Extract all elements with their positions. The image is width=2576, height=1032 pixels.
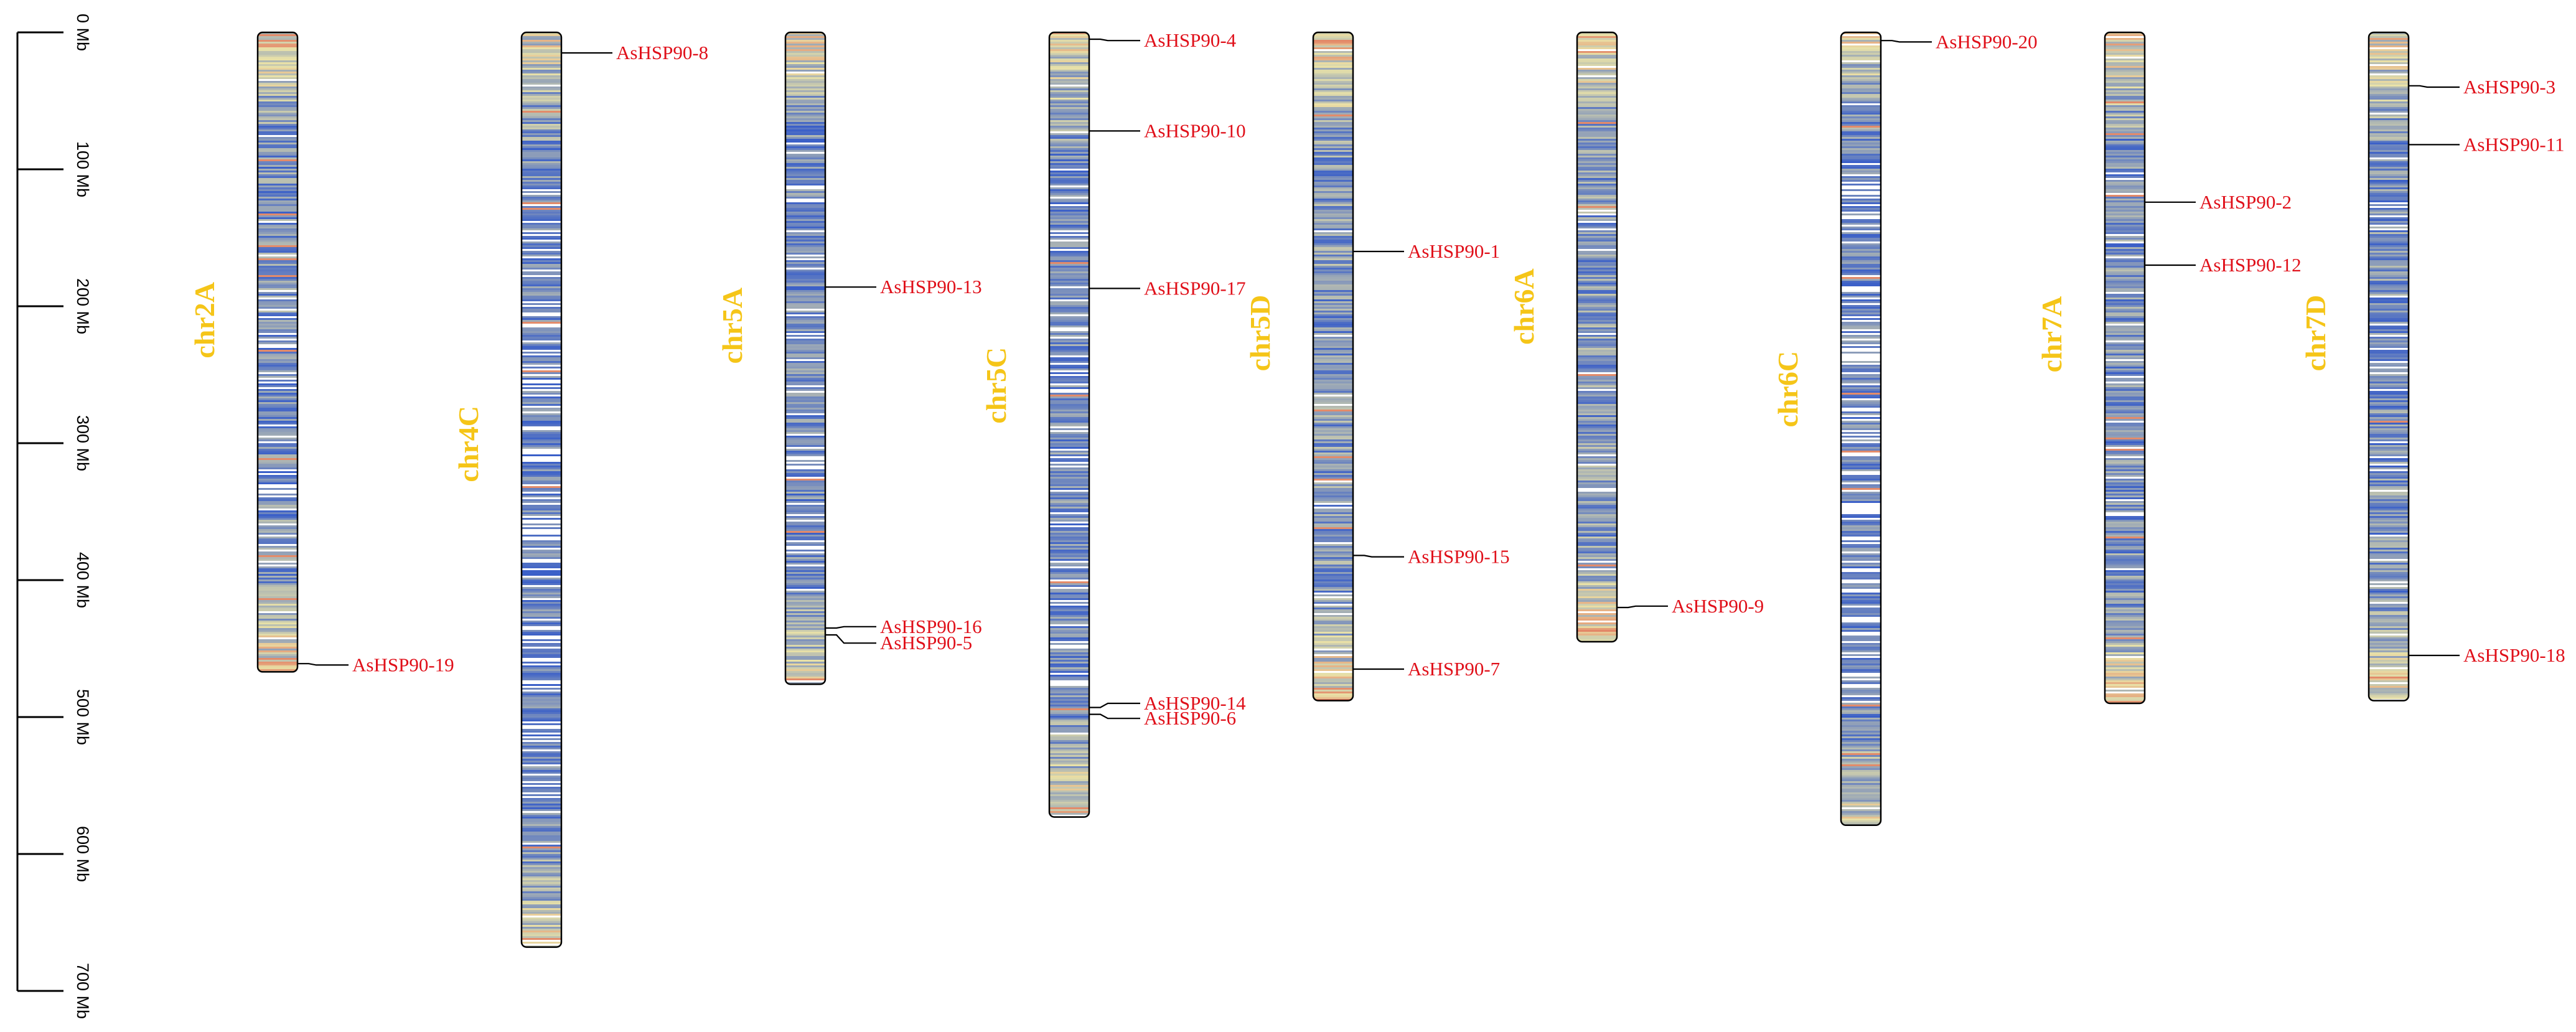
gene-label: AsHSP90-15: [1408, 546, 1510, 568]
scale-tick-label: 700 Mb: [73, 963, 92, 1019]
density-bands: [2105, 32, 2145, 703]
gene-leader-line: [1617, 605, 1668, 609]
chromosome-chr7D: chr7D AsHSP90-3 AsHSP90-11 AsHSP90-18: [2300, 31, 2565, 701]
gene-label: AsHSP90-11: [2463, 133, 2565, 155]
chromosome-outline: [784, 31, 827, 685]
scale-bar: 0 Mb 100 Mb 200 Mb 300 Mb 400 Mb 500 Mb 600 Mb…: [16, 14, 92, 1019]
gene-label: AsHSP90-9: [1672, 595, 1764, 617]
gene-label: AsHSP90-20: [1936, 30, 2038, 52]
scale-tick-label: 100 Mb: [73, 141, 92, 197]
gene-leader-line: [1881, 40, 1932, 43]
density-bands: [1841, 32, 1881, 825]
scale-tick-label: 400 Mb: [73, 552, 92, 608]
gene-leader-line: [2409, 85, 2460, 88]
gene-label: AsHSP90-7: [1408, 658, 1500, 680]
gene-leader-line: [1089, 713, 1140, 720]
gene-label: AsHSP90-2: [2199, 191, 2292, 213]
gene-label: AsHSP90-1: [1408, 240, 1500, 262]
scale-tick-label: 600 Mb: [73, 826, 92, 882]
density-bands: [1577, 32, 1617, 642]
gene-leader-line: [825, 634, 876, 644]
gene-label: AsHSP90-4: [1144, 29, 1237, 51]
chromosome-chr7A: chr7A AsHSP90-2 AsHSP90-12: [2036, 31, 2302, 705]
chromosome-label: chr5D: [1244, 295, 1276, 372]
gene-label: AsHSP90-18: [2463, 644, 2565, 666]
gene-leader-line: [1089, 38, 1140, 42]
chromosome-outline: [520, 31, 563, 948]
chromosome-chr2A: chr2A AsHSP90-19: [189, 31, 454, 675]
chromosome-chr6A: chr6A AsHSP90-9: [1508, 31, 1764, 643]
chromosome-outline: [2368, 31, 2410, 701]
chromosome-chr4C: chr4C AsHSP90-8: [452, 31, 708, 948]
gene-leader-line: [1353, 555, 1404, 558]
chromosome-panel: chr2A AsHSP90-19 chr4C AsHSP90-8 chr5A AsHSP9…: [189, 29, 2565, 948]
density-bands: [258, 32, 297, 672]
chromosome-label: chr7D: [2300, 295, 2331, 372]
scale-tick-label: 200 Mb: [73, 278, 92, 334]
gene-label: AsHSP90-13: [880, 276, 982, 298]
chromosome-chr5C: chr5C AsHSP90-4 AsHSP90-10 AsHSP90-17 AsHSP9…: [980, 29, 1246, 818]
chromosome-label: chr7A: [2036, 296, 2068, 373]
density-bands: [522, 32, 561, 947]
chromosome-outline: [1312, 31, 1354, 701]
density-bands: [785, 32, 825, 685]
chromosome-outline: [2104, 31, 2146, 705]
density-bands: [2369, 32, 2409, 701]
gene-leader-line: [825, 626, 876, 629]
gene-label: AsHSP90-10: [1144, 120, 1246, 141]
chromosome-outline: [1576, 31, 1618, 643]
gene-leader-line: [297, 663, 349, 666]
chromosome-label: chr5A: [716, 288, 748, 364]
gene-label: AsHSP90-6: [1144, 707, 1236, 729]
scale-tick-label: 500 Mb: [73, 689, 92, 745]
gene-label: AsHSP90-5: [880, 632, 972, 654]
chromosome-label: chr5C: [980, 347, 1012, 424]
density-bands: [1049, 32, 1089, 817]
chromosome-outline: [1840, 31, 1882, 827]
chromosome-chr6C: chr6C AsHSP90-20: [1772, 30, 2038, 827]
gene-label: AsHSP90-8: [616, 42, 708, 63]
chromosome-outline: [256, 31, 299, 673]
chromosome-label: chr6C: [1772, 351, 1804, 428]
gene-label: AsHSP90-12: [2199, 254, 2302, 276]
gene-label: AsHSP90-17: [1144, 277, 1246, 299]
scale-tick-label: 300 Mb: [73, 415, 92, 471]
chromosome-outline: [1048, 31, 1090, 818]
scale-tick-label: 0 Mb: [73, 14, 92, 51]
gene-label: AsHSP90-14: [1144, 692, 1246, 714]
chromosome-label: chr6A: [1508, 268, 1540, 345]
chromosome-chr5D: chr5D AsHSP90-1 AsHSP90-15 AsHSP90-7: [1244, 31, 1510, 701]
density-bands: [1313, 32, 1353, 701]
gene-label: AsHSP90-19: [352, 654, 454, 675]
chromosome-label: chr4C: [452, 406, 484, 482]
gene-leader-line: [1089, 702, 1140, 708]
gene-label: AsHSP90-3: [2463, 76, 2555, 98]
chromosome-label: chr2A: [189, 282, 220, 359]
gene-label: AsHSP90-16: [880, 616, 982, 637]
